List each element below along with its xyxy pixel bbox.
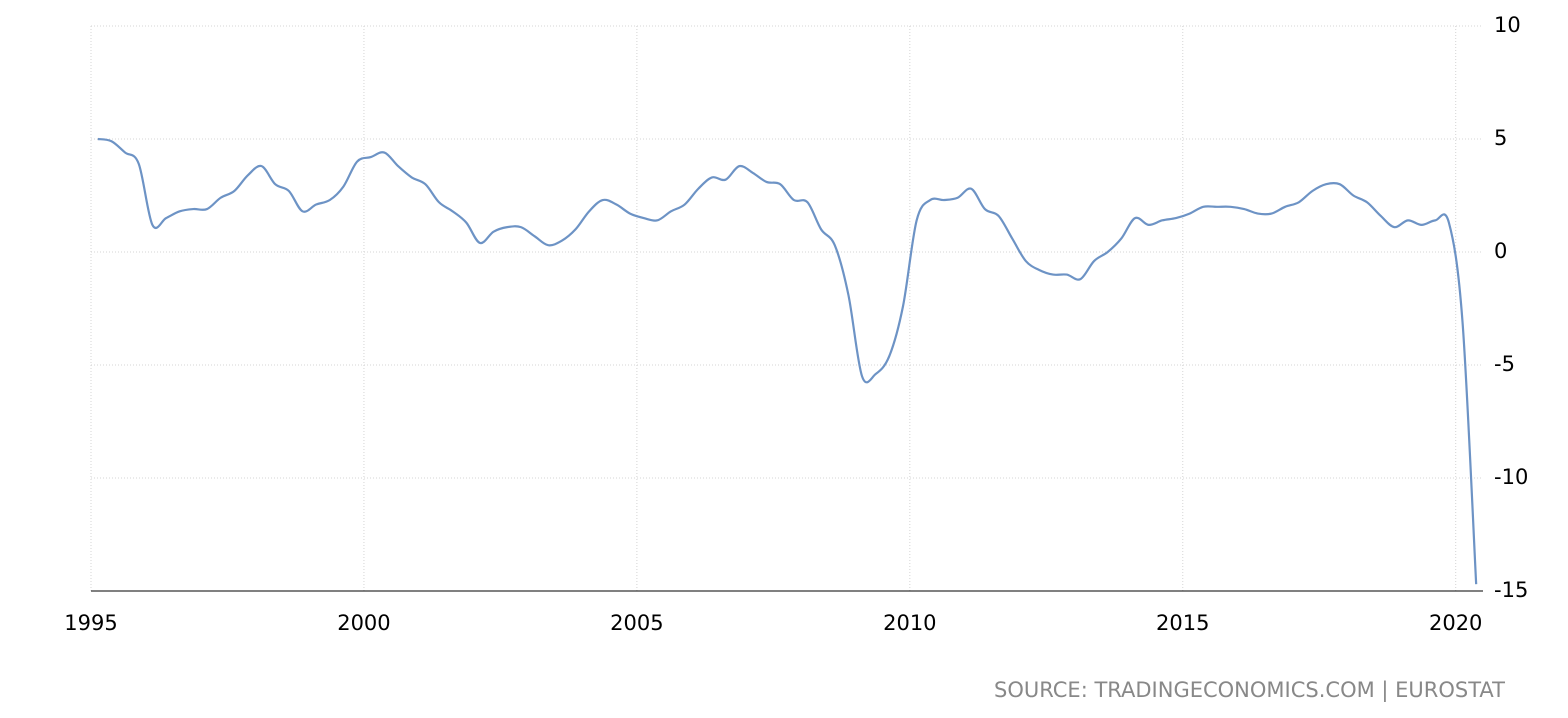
data-line (97, 137, 1478, 585)
source-note: SOURCE: TRADINGECONOMICS.COM | EUROSTAT (994, 678, 1505, 703)
x-tick-label: 2015 (1156, 611, 1209, 635)
x-tick-label: 2005 (610, 611, 663, 635)
y-tick-label: -10 (1494, 465, 1528, 489)
y-tick-label: 0 (1494, 239, 1507, 263)
y-tick-label: 10 (1494, 13, 1521, 37)
y-tick-label: -5 (1494, 352, 1515, 376)
x-tick-label: 1995 (64, 611, 117, 635)
y-tick-label: -15 (1494, 578, 1528, 602)
x-tick-label: 2020 (1429, 611, 1482, 635)
x-tick-label: 2000 (337, 611, 390, 635)
x-tick-label: 2010 (883, 611, 936, 635)
y-tick-label: 5 (1494, 126, 1507, 150)
